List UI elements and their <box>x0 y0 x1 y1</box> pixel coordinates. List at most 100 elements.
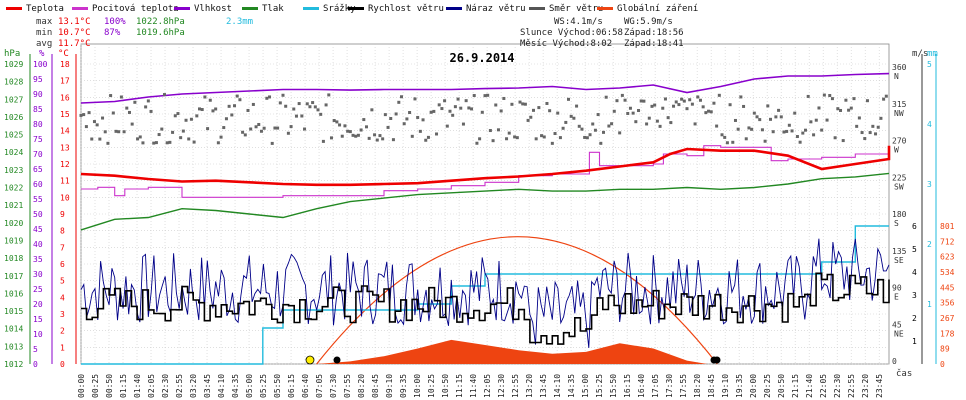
info-block: WS:4.1m/s WG:5.9m/s Slunce Východ:06:58 … <box>520 17 684 49</box>
info-wg: WG:5.9m/s <box>624 17 673 27</box>
wind-direction-point <box>790 129 794 133</box>
wind-direction-point <box>464 99 468 103</box>
info-moon: Měsíc Východ:8:02 <box>520 39 612 49</box>
wind-direction-point <box>782 130 786 134</box>
wind-direction-point <box>677 103 681 107</box>
tick-label-degc: 4 <box>60 293 65 302</box>
tick-label-pct: 70 <box>33 150 43 159</box>
wind-direction-point <box>882 97 886 101</box>
tick-label-radiation: 89 <box>940 345 950 354</box>
tick-label-time: 05:25 <box>259 374 268 398</box>
wind-direction-point <box>319 112 323 116</box>
tick-label-degc: 1 <box>60 343 65 352</box>
wind-direction-point <box>375 138 379 142</box>
tick-label-degc: 2 <box>60 327 65 336</box>
wind-direction-point <box>101 116 105 120</box>
wind-direction-point <box>456 97 460 101</box>
wind-direction-point <box>241 130 245 134</box>
wind-direction-point <box>647 116 651 120</box>
wind-direction-point <box>343 124 347 128</box>
wind-direction-point <box>804 128 808 132</box>
wind-direction-point <box>144 105 148 109</box>
wind-direction-point <box>338 123 342 127</box>
tick-label-time: 07:55 <box>343 374 352 398</box>
tick-label-pct: 0 <box>33 360 38 369</box>
radiation-series <box>316 339 708 364</box>
wind-direction-point <box>666 116 670 120</box>
tick-label-radiation: 712 <box>940 237 955 246</box>
tick-label-pct: 75 <box>33 135 43 144</box>
tick-label-hpa: 1025 <box>4 131 23 140</box>
tick-label-time: 02:55 <box>175 374 184 398</box>
wind-direction-point <box>626 111 630 115</box>
tick-label-ms: 6 <box>912 222 917 231</box>
wind-direction-point <box>90 137 94 141</box>
wind-direction-point <box>443 99 447 103</box>
wind-direction-point <box>448 109 452 113</box>
tick-label-pct: 60 <box>33 180 43 189</box>
tick-label-hpa: 1027 <box>4 95 23 104</box>
tick-label-time: 00:00 <box>77 374 86 398</box>
tick-label-hpa: 1020 <box>4 219 23 228</box>
tick-label-direction: 225 <box>892 173 907 182</box>
wind-direction-point <box>515 136 519 140</box>
wind-direction-point <box>114 129 118 133</box>
tick-label-time: 15:50 <box>609 374 618 398</box>
legend-label: Globální záření <box>617 4 698 14</box>
wind-direction-point <box>276 126 280 130</box>
tick-label-pct: 35 <box>33 255 43 264</box>
wind-direction-point <box>418 129 422 133</box>
wind-direction-point <box>561 126 565 130</box>
wind-direction-point <box>416 115 420 119</box>
info-sun-set: Západ:18:56 <box>624 28 684 38</box>
wind-direction-point <box>588 133 592 137</box>
wind-direction-point <box>286 131 290 135</box>
wind-direction-point <box>830 97 834 101</box>
sunset-icon <box>713 356 721 364</box>
wind-direction-point <box>672 104 676 108</box>
unit-mm: mm <box>927 49 938 59</box>
stat-avg-temp: 11.7°C <box>58 39 91 49</box>
wind-direction-point <box>394 112 398 116</box>
legend-label: Směr větru <box>549 4 603 14</box>
wind-direction-point <box>604 95 608 99</box>
wind-direction-point <box>550 141 554 145</box>
wind-direction-point <box>356 133 360 137</box>
tick-label-pct: 80 <box>33 120 43 129</box>
tick-label-degc: 0 <box>60 360 65 369</box>
wind-direction-point <box>268 95 272 99</box>
wind-direction-point <box>715 124 719 128</box>
wind-direction-point <box>453 105 457 109</box>
wind-direction-point <box>852 97 856 101</box>
legend-swatch <box>242 7 258 10</box>
tick-label-pct: 20 <box>33 300 43 309</box>
unit-pct: % <box>39 49 45 59</box>
wind-direction-point <box>364 125 368 129</box>
wind-direction-point <box>701 105 705 109</box>
tick-label-radiation: 267 <box>940 314 955 323</box>
wind-direction-point <box>865 99 869 103</box>
wind-direction-point <box>289 125 293 129</box>
tick-label-degc: 13 <box>60 143 70 152</box>
stat-max-press: 1022.8hPa <box>136 17 185 27</box>
wind-direction-point <box>432 109 436 113</box>
wind-direction-point <box>154 141 158 145</box>
wind-direction-point <box>747 126 751 130</box>
wind-direction-point <box>655 119 659 123</box>
wind-direction-point <box>198 107 202 111</box>
tick-label-hpa: 1019 <box>4 236 23 245</box>
tick-label-mm: 5 <box>927 60 932 69</box>
tick-label-time: 03:20 <box>189 374 198 398</box>
wind-direction-point <box>680 97 684 101</box>
tick-label-hpa: 1028 <box>4 78 23 87</box>
tick-label-time: 04:35 <box>231 374 240 398</box>
wind-direction-point <box>510 102 514 106</box>
tick-label-radiation: 534 <box>940 268 955 277</box>
wind-direction-point <box>822 93 826 97</box>
wind-direction-point <box>755 115 759 119</box>
info-sun: Slunce Východ:06:58 <box>520 28 623 38</box>
tick-label-ms: 1 <box>912 337 917 346</box>
sunrise-icon <box>305 355 315 365</box>
wind-direction-point <box>537 106 541 110</box>
